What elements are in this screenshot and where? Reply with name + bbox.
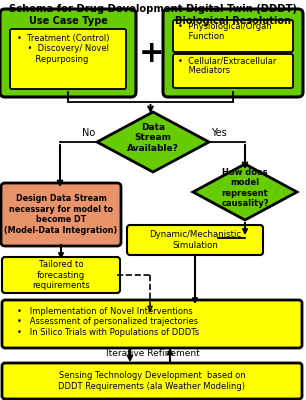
Text: •  Cellular/Extracellular
    Mediators: • Cellular/Extracellular Mediators (178, 56, 276, 75)
FancyBboxPatch shape (2, 257, 120, 293)
Text: Use Case Type: Use Case Type (28, 16, 107, 26)
Text: Tailored to
forecasting
requirements: Tailored to forecasting requirements (32, 260, 90, 290)
Text: •   Implementation of Novel Interventions
•   Assessment of personalized traject: • Implementation of Novel Interventions … (17, 307, 199, 337)
FancyBboxPatch shape (2, 363, 302, 399)
Text: +: + (139, 38, 165, 68)
FancyBboxPatch shape (163, 9, 303, 97)
Text: Iterative Refinement: Iterative Refinement (106, 349, 200, 358)
FancyBboxPatch shape (10, 29, 126, 89)
Text: •  Physiological/Organ
    Function: • Physiological/Organ Function (178, 22, 272, 41)
FancyBboxPatch shape (127, 225, 263, 255)
Polygon shape (193, 164, 297, 220)
Text: Biological Resolution: Biological Resolution (175, 16, 291, 26)
Text: How does
model
represent
causality?: How does model represent causality? (221, 168, 269, 208)
Text: No: No (82, 128, 95, 138)
Polygon shape (97, 112, 209, 172)
Text: Sensing Technology Development  based on
DDDT Requirements (ala Weather Modeling: Sensing Technology Development based on … (58, 371, 245, 391)
Text: Design Data Stream
necessary for model to
become DT
(Model-Data Integration): Design Data Stream necessary for model t… (4, 194, 118, 234)
FancyBboxPatch shape (1, 183, 121, 246)
Text: •  Treatment (Control)
    •  Discovery/ Novel
       Repurposing: • Treatment (Control) • Discovery/ Novel… (17, 34, 110, 64)
Text: Yes: Yes (211, 128, 227, 138)
Text: Data
Stream
Available?: Data Stream Available? (127, 123, 179, 153)
FancyBboxPatch shape (2, 300, 302, 348)
Text: Dynamic/Mechanistic
Simulation: Dynamic/Mechanistic Simulation (149, 230, 241, 250)
FancyBboxPatch shape (0, 9, 136, 97)
FancyBboxPatch shape (173, 54, 293, 88)
Text: Schema for Drug Development Digital Twin (DDDT): Schema for Drug Development Digital Twin… (9, 4, 297, 14)
FancyBboxPatch shape (173, 20, 293, 52)
